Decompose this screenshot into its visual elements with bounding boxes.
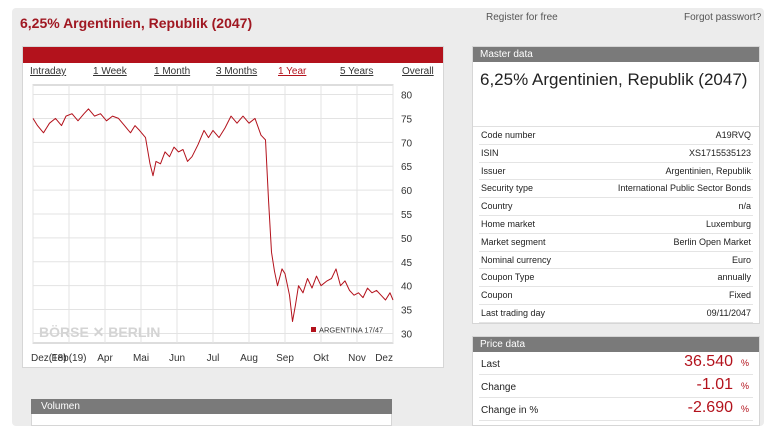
- tab-1-month[interactable]: 1 Month: [154, 66, 191, 77]
- master-data-row: Coupon Type annually: [479, 269, 753, 288]
- master-data-value: XS1715535123: [688, 147, 751, 158]
- master-data-value: annually: [717, 272, 751, 283]
- master-data-row: Issuer Argentinien, Republik: [479, 163, 753, 181]
- legend-swatch: [311, 327, 316, 332]
- y-tick-label: 70: [401, 138, 413, 149]
- price-data-label: Last: [481, 359, 500, 370]
- master-data-value: A19RVQ: [715, 130, 751, 140]
- x-tick-label: Feb(19): [51, 353, 86, 364]
- price-chart[interactable]: 80 75 70 65 60 55 50 45 40 35 30 Dez(18) Feb(19) Apr M…: [31, 81, 435, 367]
- bond-name: 6,25% Argentinien, Republik (2047): [473, 62, 759, 127]
- master-data-row: Country n/a: [479, 198, 753, 216]
- tab-1-week[interactable]: 1 Week: [93, 66, 127, 77]
- master-data-value: International Public Sector Bonds: [617, 183, 751, 194]
- master-data-label: Market segment: [481, 236, 546, 247]
- master-data-value: Argentinien, Republik: [665, 165, 751, 176]
- x-tick-label: Dez(18): [31, 353, 67, 364]
- y-tick-label: 35: [401, 306, 413, 317]
- master-data-label: Coupon Type: [481, 272, 535, 283]
- y-tick-label: 75: [401, 114, 413, 125]
- price-data-row: Last 36.540%: [479, 352, 753, 375]
- y-tick-label: 40: [401, 282, 413, 293]
- x-tick-label: Dez: [375, 353, 393, 364]
- chart-panel: Intraday 1 Week 1 Month 3 Months 1 Year …: [22, 46, 444, 368]
- tab-3-months[interactable]: 3 Months: [216, 66, 258, 77]
- watermark-logo: BÖRSE ✕ BERLIN: [39, 324, 160, 340]
- y-tick-label: 65: [401, 162, 413, 173]
- master-data-row: Nominal currency Euro: [479, 252, 753, 270]
- master-data-row: Last trading day 09/11/2047: [479, 305, 753, 323]
- price-data-unit: %: [740, 358, 749, 368]
- master-data-value: Berlin Open Market: [673, 236, 751, 247]
- tab-intraday[interactable]: Intraday: [30, 66, 67, 77]
- x-tick-label: Sep: [276, 353, 294, 364]
- price-data-value: 36.540: [684, 353, 733, 370]
- y-tick-label: 55: [401, 210, 413, 221]
- price-data-header: Price data: [473, 337, 759, 352]
- master-data-row: Home market Luxemburg: [479, 216, 753, 234]
- y-tick-label: 30: [401, 329, 413, 340]
- register-link[interactable]: Register for free: [486, 12, 558, 23]
- y-tick-label: 60: [401, 186, 413, 197]
- price-data-panel: Price data Last 36.540% Change -1.01% Change…: [472, 336, 760, 426]
- master-data-label: Security type: [481, 183, 534, 194]
- master-data-label: Nominal currency: [481, 254, 552, 265]
- master-data-header: Master data: [473, 47, 759, 62]
- master-data-row: ISIN XS1715535123: [479, 145, 753, 163]
- master-data-value: Luxemburg: [705, 218, 751, 229]
- master-data-label: Code number: [481, 130, 536, 140]
- price-data-row: Change in % -2.690%: [479, 398, 753, 421]
- master-data-panel: Master data 6,25% Argentinien, Republik …: [472, 46, 760, 324]
- chart-range-tabs: Intraday 1 Week 1 Month 3 Months 1 Year …: [23, 63, 443, 81]
- chart-header-bar: [23, 47, 443, 63]
- volume-chart: [31, 414, 392, 426]
- master-data-label: Last trading day: [481, 307, 546, 318]
- x-tick-label: Aug: [240, 353, 258, 364]
- tab-5-years[interactable]: 5 Years: [340, 66, 374, 77]
- master-data-value: Euro: [731, 254, 751, 265]
- master-data-row: Coupon Fixed: [479, 287, 753, 305]
- master-data-label: Issuer: [481, 165, 506, 176]
- page-title: 6,25% Argentinien, Republik (2047): [20, 15, 253, 31]
- y-tick-label: 50: [401, 234, 413, 245]
- price-data-label: Change in %: [481, 405, 539, 416]
- y-tick-label: 45: [401, 258, 413, 269]
- forgot-password-link[interactable]: Forgot passwort?: [684, 12, 762, 23]
- master-data-row: Market segment Berlin Open Market: [479, 234, 753, 252]
- master-data-label: ISIN: [481, 147, 499, 158]
- master-data-value: 09/11/2047: [706, 307, 751, 318]
- y-tick-label: 80: [401, 91, 413, 102]
- price-data-unit: %: [740, 381, 749, 391]
- master-data-label: Home market: [481, 218, 536, 229]
- price-data-row: Change -1.01%: [479, 375, 753, 398]
- tab-overall[interactable]: Overall: [402, 66, 434, 77]
- master-data-row: Security type International Public Sector…: [479, 180, 753, 199]
- series-line: [32, 108, 394, 322]
- price-data-value: -1.01: [696, 376, 733, 393]
- x-tick-label: Nov: [348, 353, 366, 364]
- legend-label: ARGENTINA 17/47: [319, 326, 383, 335]
- master-data-value: n/a: [738, 201, 751, 212]
- x-tick-label: Jun: [169, 353, 185, 364]
- master-data-label: Coupon: [481, 290, 513, 301]
- x-tick-label: Mai: [133, 353, 149, 364]
- volume-header: Volumen: [31, 399, 392, 414]
- price-data-label: Change: [481, 382, 517, 393]
- master-data-value: Fixed: [728, 290, 751, 301]
- x-tick-label: Apr: [97, 353, 113, 364]
- x-tick-label: Jul: [207, 353, 220, 364]
- price-chart-svg: 80 75 70 65 60 55 50 45 40 35 30 Dez(18)Feb(19) Apr M…: [31, 84, 413, 364]
- price-data-unit: %: [740, 404, 749, 414]
- tab-1-year[interactable]: 1 Year: [278, 66, 307, 77]
- x-tick-label: Okt: [313, 353, 329, 364]
- master-data-label: Country: [481, 201, 513, 212]
- price-data-value: -2.690: [687, 399, 733, 416]
- master-data-row: Code number A19RVQ: [479, 127, 753, 145]
